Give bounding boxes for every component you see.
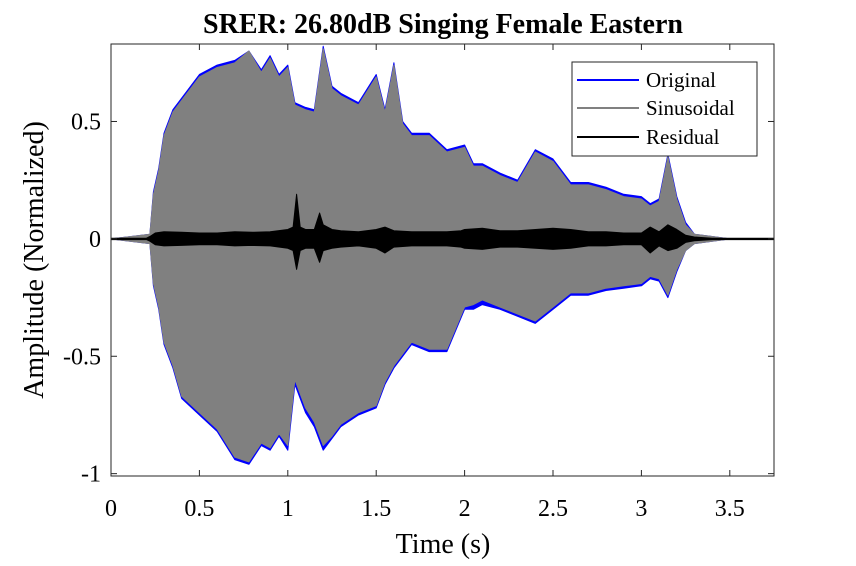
ticks-layer: 0 0.5 1 1.5 2 2.5 3 3.5 -1 -0.5 0 0.5 [63, 44, 774, 522]
y-axis-label: Amplitude (Normalized) [19, 121, 50, 399]
x-tick-label: 0.5 [184, 496, 214, 522]
x-tick-label: 3.5 [715, 496, 745, 522]
y-tick-label: -1 [81, 462, 101, 488]
legend-label-original: Original [646, 68, 716, 92]
legend-label-sinusoidal: Sinusoidal [646, 96, 735, 120]
x-tick-label: 1 [282, 496, 294, 522]
x-axis-label: Time (s) [396, 529, 491, 560]
x-tick-label: 3 [635, 496, 647, 522]
x-tick-label: 1.5 [361, 496, 391, 522]
y-tick-label: 0.5 [71, 109, 101, 135]
legend: Original Sinusoidal Residual [571, 61, 758, 157]
y-tick-label: -0.5 [63, 344, 101, 370]
x-tick-label: 0 [105, 496, 117, 522]
x-tick-label: 2 [459, 496, 471, 522]
plot-frame [110, 43, 775, 477]
y-tick-label: 0 [89, 227, 101, 253]
x-tick-label: 2.5 [538, 496, 568, 522]
legend-label-residual: Residual [646, 125, 720, 149]
chart-title: SRER: 26.80dB Singing Female Eastern [203, 9, 683, 40]
